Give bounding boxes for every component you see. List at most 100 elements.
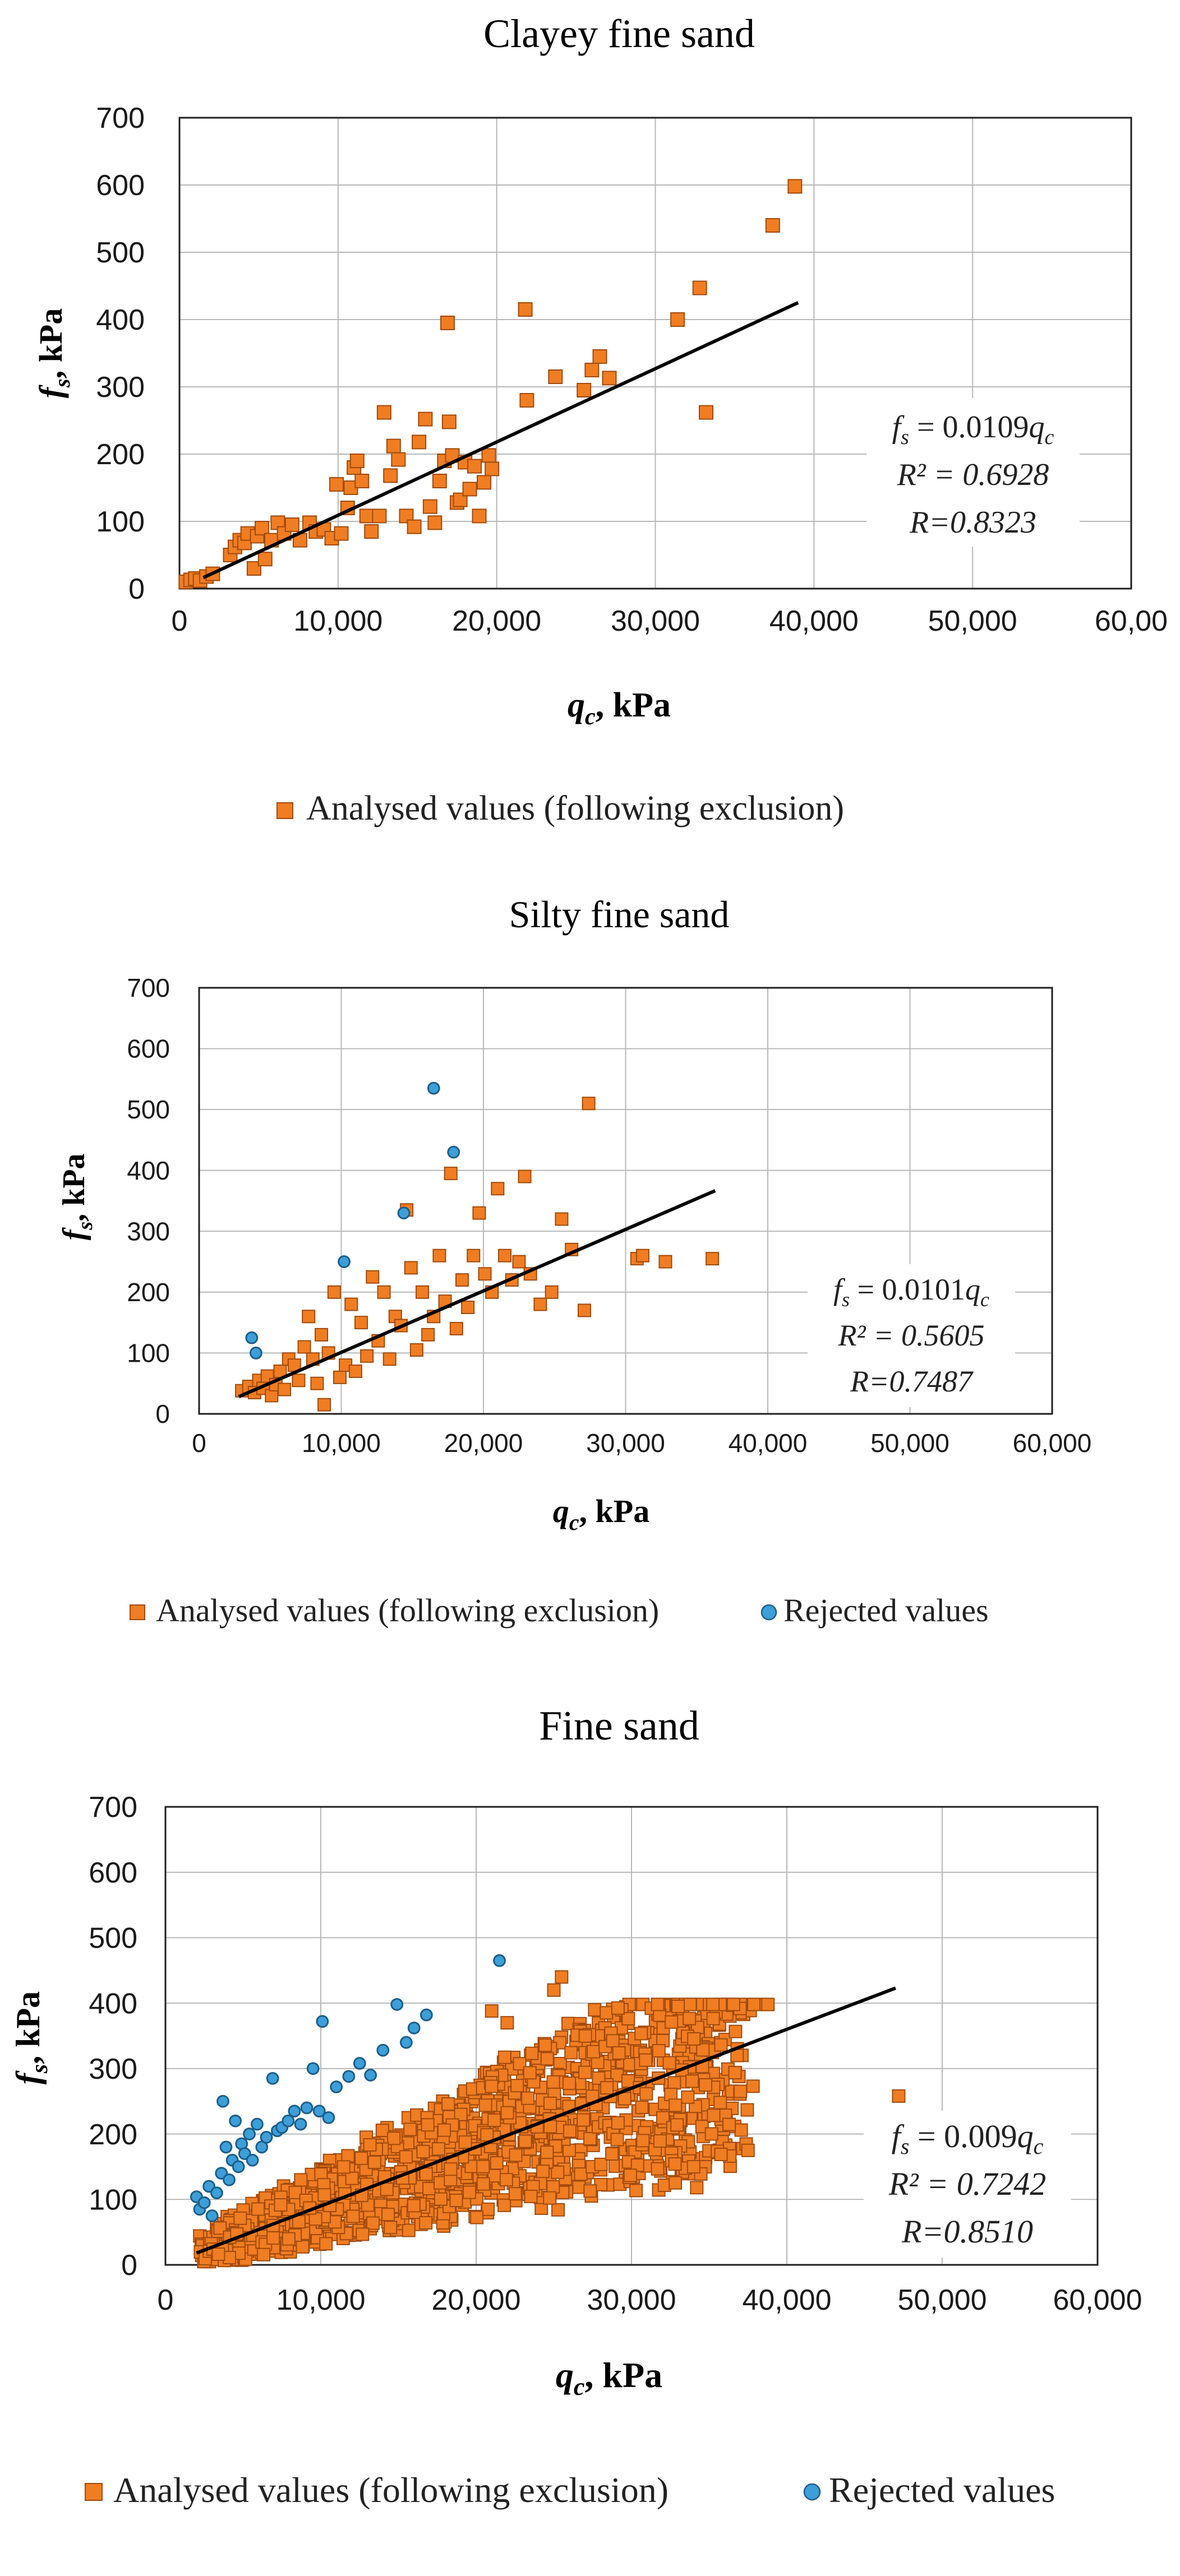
data-point	[499, 2173, 513, 2187]
plot-frame	[178, 117, 1132, 590]
data-point-rejected	[376, 2043, 390, 2057]
data-point	[349, 454, 365, 468]
r-text: R=0.8510	[901, 2213, 1033, 2250]
data-point	[319, 2237, 333, 2251]
data-point	[415, 1285, 429, 1299]
data-point	[741, 2143, 755, 2157]
data-point	[685, 2074, 699, 2088]
data-point	[246, 561, 261, 576]
data-point	[518, 302, 533, 317]
data-point-rejected	[342, 2070, 356, 2083]
y-tick-label: 100	[127, 1339, 170, 1368]
data-point	[302, 1310, 316, 1324]
data-point	[509, 2148, 523, 2162]
y-tick-label: 500	[127, 1095, 170, 1124]
data-point-rejected	[306, 2062, 320, 2075]
data-point	[761, 1997, 775, 2011]
x-axis-label: qc, kPa	[553, 1493, 649, 1535]
data-point	[478, 2098, 492, 2112]
data-point	[669, 2176, 683, 2190]
data-point-rejected	[210, 2186, 223, 2200]
data-point	[233, 2211, 247, 2225]
data-point	[310, 1376, 324, 1390]
data-point	[521, 2091, 535, 2105]
data-point	[317, 1398, 331, 1412]
chart-title: Clayey fine sand	[483, 11, 755, 56]
data-point	[455, 1273, 469, 1287]
plot-frame	[164, 1806, 1099, 2266]
y-tick-labels: 0 100 200 300 400 500 600 700	[127, 973, 170, 1428]
x-tick-label: 0	[172, 605, 188, 637]
data-point	[605, 2147, 619, 2161]
chart-silty-fine-sand: Silty fine sand 0 100 200 300 400 500 600 700 0…	[57, 893, 1091, 1629]
data-point-rejected	[282, 2114, 295, 2128]
legend: Analysed values (following exclusion) Re…	[85, 2470, 1055, 2510]
data-point	[726, 1997, 740, 2011]
plot-frame	[198, 987, 1053, 1415]
data-point	[584, 363, 600, 377]
data-point	[391, 452, 406, 467]
legend-square-marker	[85, 2483, 103, 2501]
data-point-rejected	[205, 2209, 219, 2222]
data-point	[382, 1352, 397, 1366]
data-point	[384, 2221, 398, 2235]
data-point	[706, 1252, 720, 1266]
data-point	[472, 508, 487, 524]
data-point	[480, 2128, 494, 2142]
data-point	[728, 2066, 742, 2080]
data-point	[421, 1328, 435, 1342]
data-point	[274, 2198, 288, 2212]
data-point	[670, 2118, 684, 2132]
data-point	[698, 2078, 712, 2092]
x-tick-label: 30,000	[587, 2284, 676, 2316]
data-point-rejected	[219, 2140, 233, 2154]
data-point	[427, 515, 442, 530]
data-point-rejected	[353, 2057, 366, 2070]
data-point	[458, 2135, 472, 2149]
y-tick-label: 200	[89, 2119, 137, 2151]
x-tick-label: 30,000	[611, 605, 700, 637]
data-point	[485, 2004, 499, 2018]
data-point	[437, 2123, 451, 2137]
y-tick-label: 0	[121, 2249, 137, 2282]
legend-label-analysed: Analysed values (following exclusion)	[113, 2470, 669, 2510]
data-point	[524, 2189, 538, 2203]
data-point	[617, 2092, 632, 2106]
legend-label-rejected: Rejected values	[829, 2470, 1055, 2510]
data-point	[722, 2117, 736, 2131]
data-point	[288, 2185, 302, 2199]
data-point	[594, 2157, 608, 2171]
chart-title: Fine sand	[539, 1703, 699, 1749]
data-point	[463, 2185, 477, 2199]
data-point	[372, 508, 387, 524]
chart-fine-sand: Fine sand 0 100 200 300 400 500 600 700 0 10,000…	[10, 1703, 1142, 2510]
data-point	[327, 1285, 341, 1299]
data-point	[421, 2118, 435, 2132]
data-point	[734, 2084, 748, 2098]
data-point	[634, 2027, 648, 2041]
data-point	[562, 2143, 576, 2157]
x-tick-label: 50,000	[897, 2284, 987, 2316]
y-tick-label: 300	[89, 2053, 137, 2085]
data-point	[611, 2116, 625, 2130]
data-point	[662, 2056, 676, 2070]
data-point	[707, 2108, 721, 2122]
x-tick-label: 30,000	[586, 1428, 665, 1458]
data-points	[235, 1081, 720, 1412]
data-point	[333, 1370, 347, 1384]
y-tick-label: 400	[89, 1987, 137, 2020]
data-point	[266, 2231, 280, 2245]
data-point	[610, 2133, 624, 2147]
data-point	[555, 1970, 569, 1984]
data-point	[656, 2111, 670, 2125]
data-point	[578, 2029, 592, 2043]
data-point	[518, 1169, 532, 1183]
data-point	[696, 2043, 710, 2057]
y-tick-label: 700	[127, 973, 170, 1002]
equation-box: fs = 0.0109qc R² = 0.6928 R=0.8323	[866, 398, 1080, 547]
x-tick-label: 40,000	[769, 605, 859, 637]
data-point	[546, 2075, 560, 2089]
data-point	[409, 1343, 423, 1357]
chart-clayey-fine-sand: Clayey fine sand 0100200300400500600700 …	[33, 11, 1168, 827]
x-axis-label: qc, kPa	[568, 686, 671, 730]
